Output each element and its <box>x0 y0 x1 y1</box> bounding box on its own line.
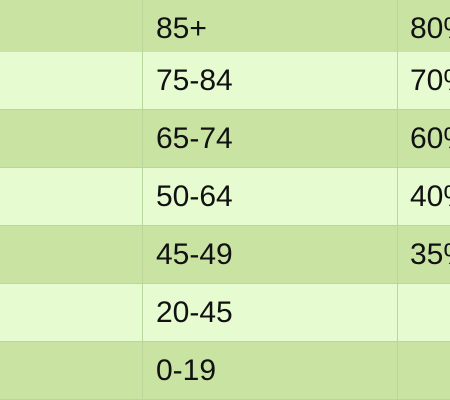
table-cell[interactable]: 40% <box>410 179 450 213</box>
table-cell[interactable] <box>0 284 143 341</box>
table-cell[interactable] <box>0 52 143 109</box>
table-row: 65-74 60% <box>0 110 450 168</box>
table-row: 85+ 80% <box>0 0 450 58</box>
table-cell[interactable]: 45-49 <box>143 226 398 283</box>
table-cell[interactable] <box>0 168 143 225</box>
table-cell[interactable]: 20-45 <box>143 284 398 341</box>
table-cell[interactable] <box>0 226 143 283</box>
table-cell[interactable] <box>0 110 143 167</box>
table-cell[interactable] <box>398 342 450 399</box>
table-cell[interactable] <box>0 0 143 57</box>
table-cell[interactable]: 35% <box>410 237 450 271</box>
table-row: 45-49 35% <box>0 226 450 284</box>
table-cell[interactable] <box>0 342 143 399</box>
table-row: 20-45 <box>0 284 450 342</box>
table-cell[interactable]: 60% <box>410 121 450 155</box>
table-cell[interactable]: 75-84 <box>143 52 398 109</box>
table-row: 75-84 70% <box>0 52 450 110</box>
table-cell[interactable]: 50-64 <box>143 168 398 225</box>
table-cell[interactable] <box>398 284 450 341</box>
table-cell[interactable]: 70% <box>410 63 450 97</box>
table-cell[interactable]: 0-19 <box>143 342 398 399</box>
table-cell[interactable]: 65-74 <box>143 110 398 167</box>
table-row: 50-64 40% <box>0 168 450 226</box>
table-cell[interactable]: 85+ <box>143 0 398 57</box>
table-cell[interactable]: 80% <box>410 11 450 45</box>
table-row: 0-19 <box>0 342 450 400</box>
